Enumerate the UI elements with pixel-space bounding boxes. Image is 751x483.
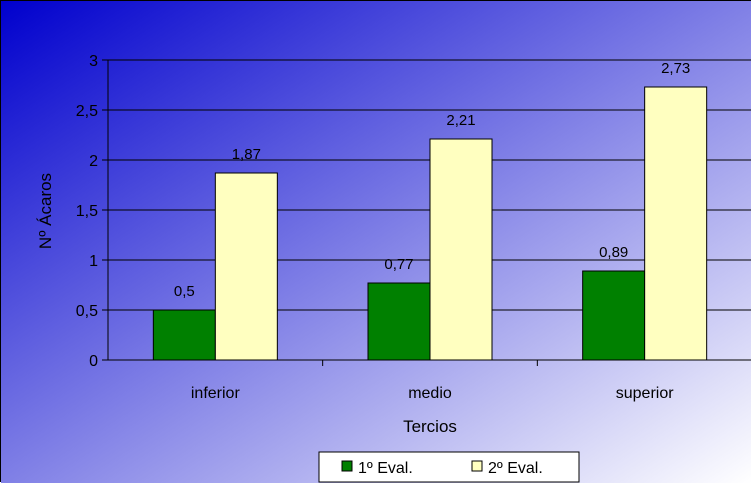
- data-label: 0,5: [174, 283, 195, 300]
- legend-swatch-series-1: [341, 460, 353, 472]
- legend-label-series-2: 2º Eval.: [488, 460, 543, 477]
- y-tick-label: 3: [89, 53, 98, 70]
- y-axis-title: Nº Ácaros: [36, 173, 55, 249]
- bar-1: [582, 270, 646, 361]
- data-label: 2,73: [661, 60, 690, 77]
- y-tick-label: 1: [89, 253, 98, 270]
- legend-box: [318, 451, 580, 483]
- data-label: 0,89: [599, 244, 628, 261]
- y-tick-label: 0: [89, 353, 98, 370]
- legend-swatch-series-2: [471, 460, 483, 472]
- bar-2: [429, 138, 493, 361]
- data-label: 1,87: [232, 146, 261, 163]
- y-tick-label: 0,5: [76, 303, 98, 320]
- y-tick-label: 2,5: [76, 103, 98, 120]
- x-tick-label: superior: [616, 385, 674, 402]
- x-tick-label: medio: [408, 385, 452, 402]
- bar-1: [367, 282, 431, 361]
- x-tick-label: inferior: [191, 385, 241, 402]
- data-label: 0,77: [384, 256, 413, 273]
- x-axis-title: Tercios: [403, 417, 457, 436]
- y-tick-label: 1,5: [76, 203, 98, 220]
- y-tick-label: 2: [89, 153, 98, 170]
- legend: 1º Eval. 2º Eval.: [318, 451, 580, 483]
- bar-2: [644, 86, 708, 361]
- bar-1: [152, 309, 216, 361]
- bar-2: [214, 172, 278, 361]
- legend-label-series-1: 1º Eval.: [358, 460, 413, 477]
- data-label: 2,21: [446, 112, 475, 129]
